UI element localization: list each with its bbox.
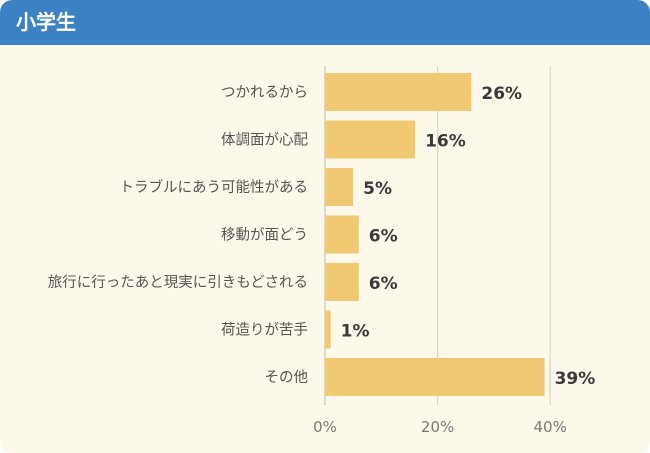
category-label: その他	[265, 369, 309, 386]
bar	[325, 120, 416, 159]
data-label: 1%	[341, 322, 370, 342]
bar	[325, 73, 472, 111]
header-bar: 小学生	[0, 0, 650, 45]
category-label: つかれるから	[221, 84, 308, 101]
bar	[325, 310, 331, 349]
x-tick-label: 40%	[534, 418, 567, 436]
category-label: 体調面が心配	[221, 132, 308, 149]
x-tick-label: 20%	[421, 418, 454, 436]
header-title: 小学生	[16, 10, 76, 34]
category-label: トラブルにあう可能性がある	[120, 178, 309, 196]
bar	[325, 215, 359, 254]
x-tick-label: 0%	[313, 418, 337, 436]
data-label: 6%	[369, 274, 398, 294]
bar	[325, 358, 545, 396]
data-label: 16%	[425, 132, 466, 152]
data-label: 5%	[363, 179, 392, 199]
data-label: 26%	[481, 84, 522, 104]
category-label: 旅行に行ったあと現実に引きもどされる	[48, 274, 308, 291]
bar	[325, 168, 354, 206]
category-label: 荷造りが苦手	[221, 322, 308, 339]
bar	[325, 263, 359, 301]
data-label: 6%	[369, 227, 398, 247]
category-label: 移動が面どう	[221, 227, 308, 244]
data-label: 39%	[555, 369, 596, 389]
